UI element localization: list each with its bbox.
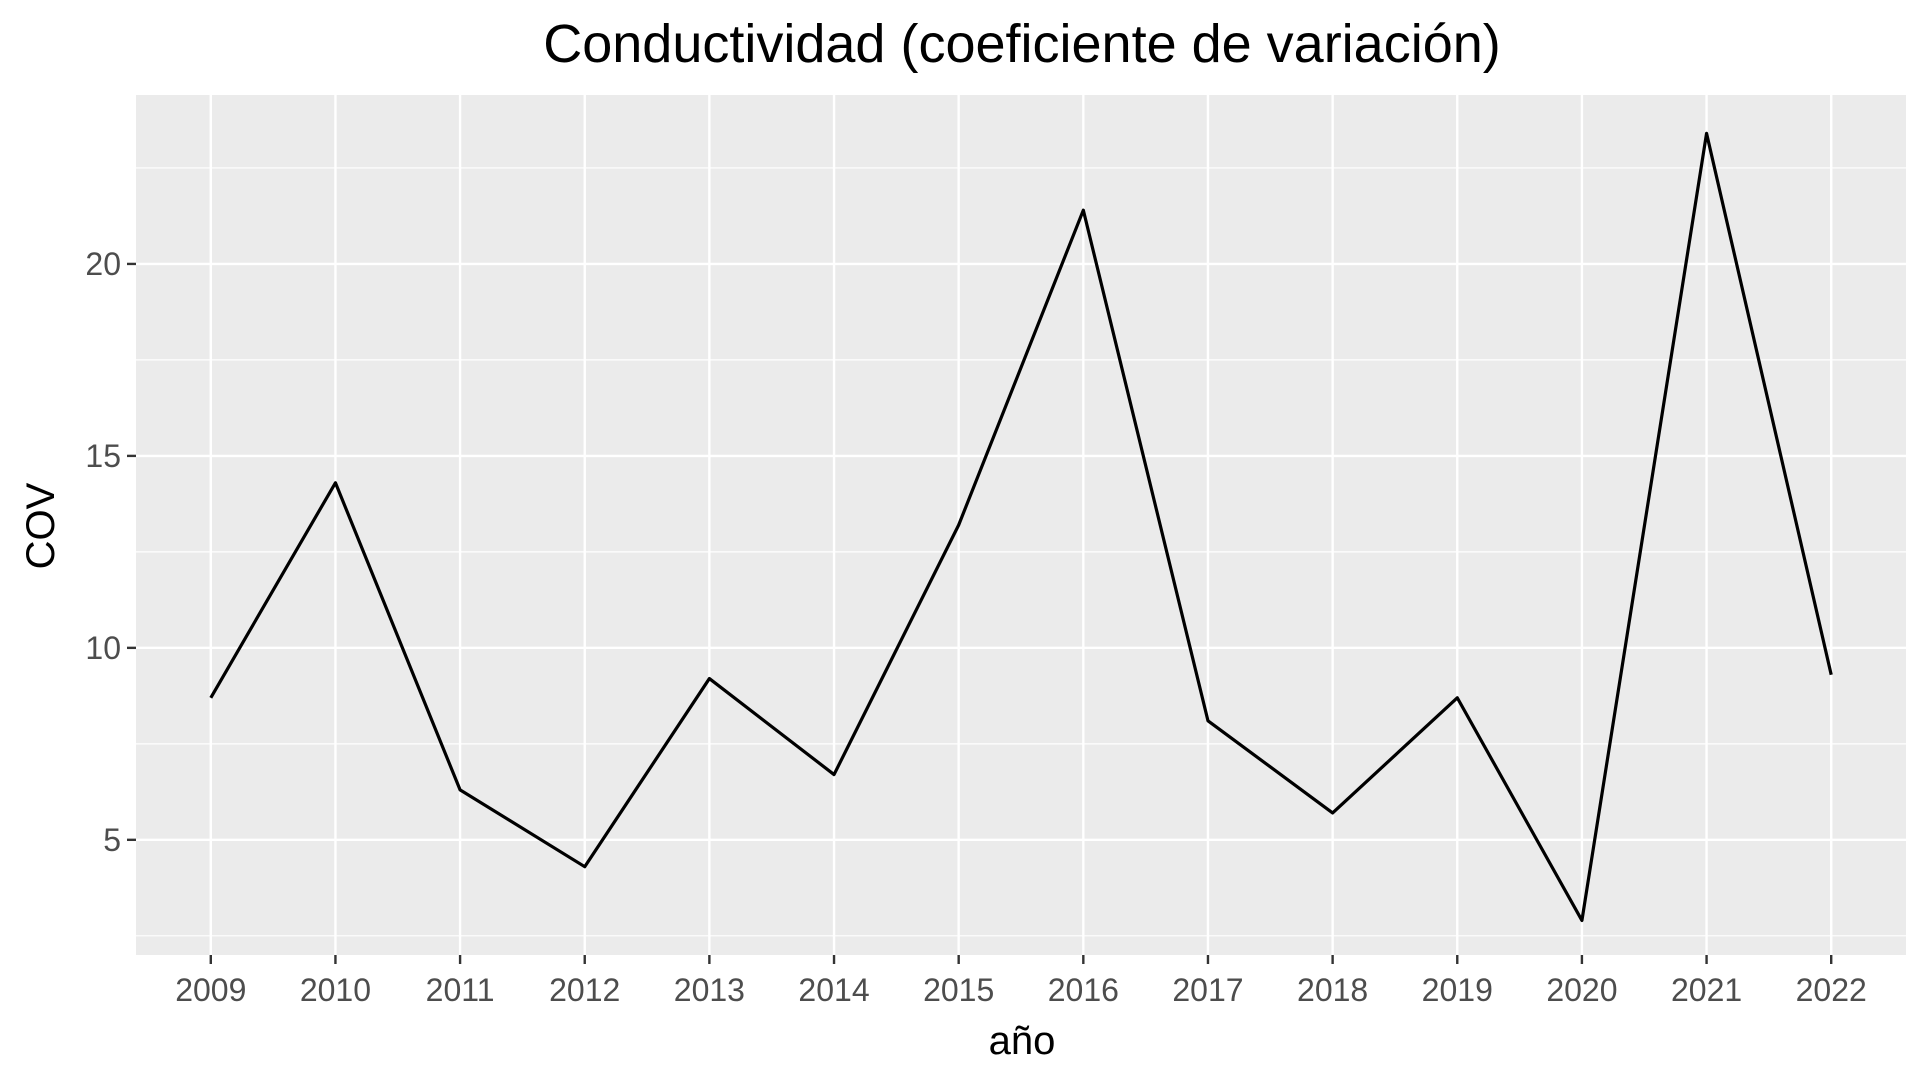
x-tick-label: 2010 — [300, 972, 371, 1008]
chart-title: Conductividad (coeficiente de variación) — [543, 14, 1501, 74]
x-tick-label: 2013 — [674, 972, 745, 1008]
grid-layer — [136, 95, 1906, 955]
series-layer — [209, 131, 1833, 923]
x-tick-label: 2009 — [175, 972, 246, 1008]
x-tick-label: 2021 — [1671, 972, 1742, 1008]
x-tick-label: 2012 — [549, 972, 620, 1008]
x-tick-label: 2017 — [1172, 972, 1243, 1008]
y-tick-label: 5 — [103, 822, 121, 858]
y-tick-label: 20 — [85, 246, 121, 282]
x-tick-label: 2019 — [1422, 972, 1493, 1008]
x-tick-label: 2018 — [1297, 972, 1368, 1008]
x-tick-label: 2015 — [923, 972, 994, 1008]
x-tick-label: 2020 — [1546, 972, 1617, 1008]
y-tick-label: 10 — [85, 630, 121, 666]
y-tick-label: 15 — [85, 438, 121, 474]
x-tick-label: 2016 — [1048, 972, 1119, 1008]
x-tick-label: 2011 — [426, 972, 495, 1008]
x-tick-label: 2014 — [798, 972, 869, 1008]
series-line-cov — [209, 131, 1833, 923]
y-axis-title: COV — [19, 482, 63, 569]
x-tick-label: 2022 — [1796, 972, 1867, 1008]
plot-panel — [136, 95, 1906, 955]
axis-layer: 5 10 15 20 2009 2010 2011 2012 2013 2014 2015 2016 2… — [85, 246, 1866, 1008]
x-axis-title: año — [989, 1019, 1056, 1063]
